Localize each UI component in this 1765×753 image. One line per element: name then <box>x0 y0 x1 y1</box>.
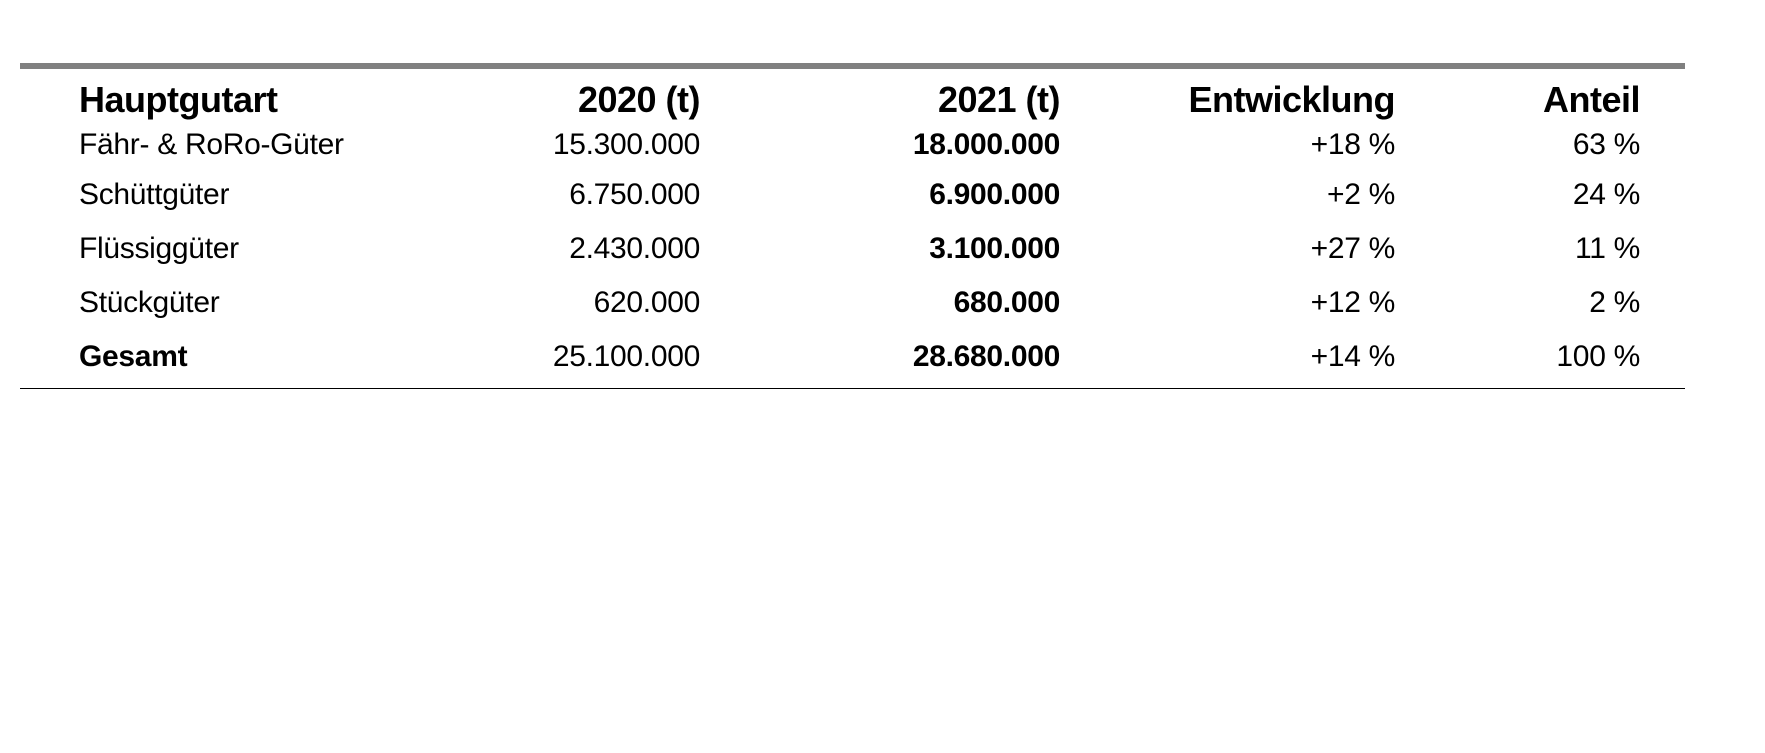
cell-share: 63 % <box>1572 128 1640 161</box>
cell-spacer <box>1640 277 1685 329</box>
cargo-table: Hauptgutart 2020 (t) 2021 (t) Entwicklun… <box>20 69 1685 385</box>
header-entwicklung: Entwicklung <box>1188 79 1395 120</box>
cell-spacer <box>1640 329 1685 385</box>
cell-cargo-type: Stückgüter <box>79 286 220 319</box>
header-spacer <box>1640 69 1685 121</box>
cell-share: 11 % <box>1575 232 1640 265</box>
cell-cargo-type: Fähr- & RoRo-Güter <box>79 128 344 161</box>
cell-total-share: 100 % <box>1556 340 1640 373</box>
cell-2021: 3.100.000 <box>929 232 1060 265</box>
cell-total-development: +14 % <box>1310 340 1396 373</box>
cell-share: 2 % <box>1589 286 1640 319</box>
cell-development: +18 % <box>1310 128 1396 161</box>
cell-2021: 680.000 <box>953 286 1061 319</box>
cell-2020: 6.750.000 <box>569 178 700 211</box>
table-row: Schüttgüter 6.750.000 6.900.000 +2 % 24 … <box>20 169 1685 221</box>
cell-2021: 6.900.000 <box>929 178 1060 211</box>
table-header-row: Hauptgutart 2020 (t) 2021 (t) Entwicklun… <box>20 69 1685 121</box>
cell-cargo-type: Flüssiggüter <box>79 232 239 265</box>
table-row: Flüssiggüter 2.430.000 3.100.000 +27 % 1… <box>20 221 1685 277</box>
cell-spacer <box>1640 121 1685 169</box>
header-anteil: Anteil <box>1542 79 1641 120</box>
cell-cargo-type: Schüttgüter <box>79 178 230 211</box>
cell-share: 24 % <box>1572 178 1640 211</box>
cell-spacer <box>1640 221 1685 277</box>
table-row: Stückgüter 620.000 680.000 +12 % 2 % <box>20 277 1685 329</box>
cell-total-label: Gesamt <box>79 340 188 373</box>
cell-2020: 15.300.000 <box>552 128 700 161</box>
table-total-row: Gesamt 25.100.000 28.680.000 +14 % 100 % <box>20 329 1685 385</box>
header-hauptgutart: Hauptgutart <box>79 79 278 120</box>
table-bottom-rule <box>20 388 1685 389</box>
cell-total-2020: 25.100.000 <box>552 340 700 373</box>
header-2021: 2021 (t) <box>937 79 1061 120</box>
cell-spacer <box>1640 169 1685 221</box>
cell-2020: 2.430.000 <box>569 232 700 265</box>
cargo-table-container: Hauptgutart 2020 (t) 2021 (t) Entwicklun… <box>20 63 1685 389</box>
cell-2021: 18.000.000 <box>912 128 1060 161</box>
cell-development: +2 % <box>1326 178 1395 211</box>
table-top-rule <box>20 63 1685 69</box>
cell-2020: 620.000 <box>593 286 701 319</box>
cell-development: +27 % <box>1310 232 1396 265</box>
header-2020: 2020 (t) <box>577 79 701 120</box>
cell-total-2021: 28.680.000 <box>912 340 1060 373</box>
table-row: Fähr- & RoRo-Güter 15.300.000 18.000.000… <box>20 121 1685 169</box>
cell-development: +12 % <box>1310 286 1396 319</box>
